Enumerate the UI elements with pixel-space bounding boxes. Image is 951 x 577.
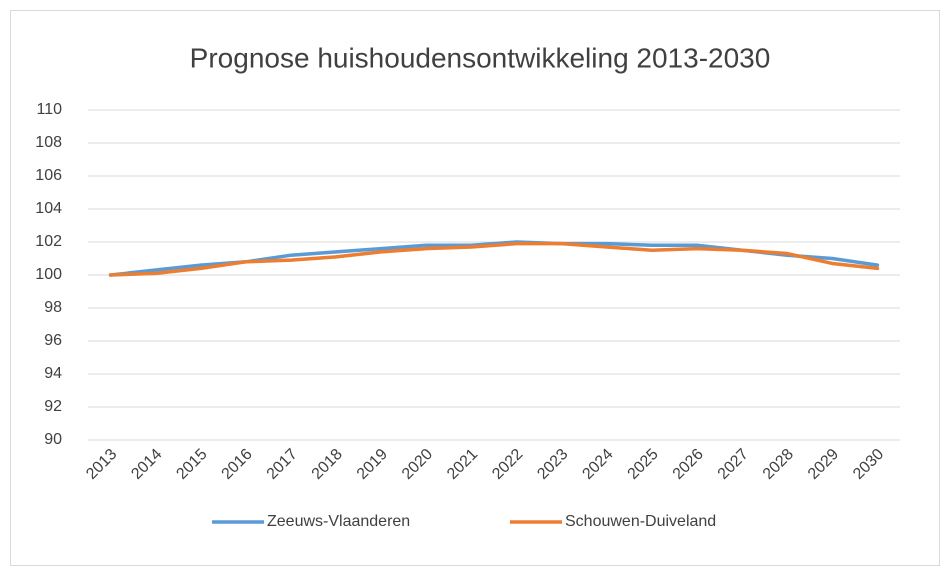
y-tick-label: 98 xyxy=(44,299,62,316)
y-tick-label: 106 xyxy=(35,167,62,184)
y-tick-label: 108 xyxy=(35,134,62,151)
chart-frame xyxy=(10,10,940,566)
chart-title: Prognose huishoudensontwikkeling 2013-20… xyxy=(190,42,771,73)
legend-label: Schouwen-Duiveland xyxy=(565,513,716,530)
y-tick-label: 104 xyxy=(35,200,62,217)
y-tick-label: 110 xyxy=(36,101,62,118)
line xyxy=(108,241,880,277)
legend-label: Zeeuws-Vlaanderen xyxy=(267,513,410,530)
y-tick-label: 92 xyxy=(44,398,62,415)
y-tick-label: 94 xyxy=(44,365,62,382)
y-tick-label: 102 xyxy=(35,233,62,250)
y-tick-label: 96 xyxy=(44,332,62,349)
y-tick-label: 90 xyxy=(44,431,62,448)
y-tick-label: 100 xyxy=(35,266,62,283)
